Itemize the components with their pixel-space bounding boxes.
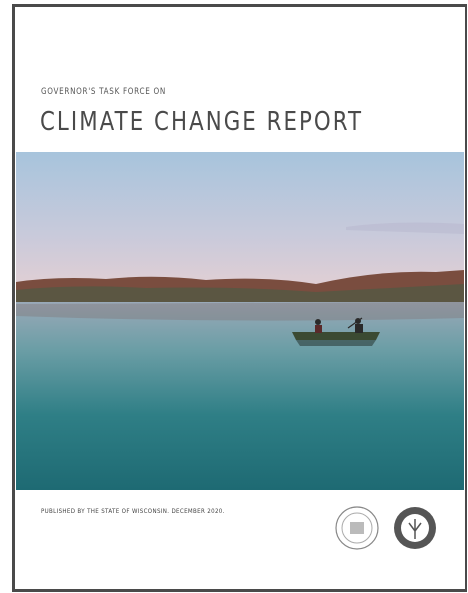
paddler bbox=[355, 324, 363, 333]
lake bbox=[16, 302, 464, 490]
report-cover: GOVERNOR'S TASK FORCE ON CLIMATE CHANGE … bbox=[12, 4, 467, 592]
state-seal-shield bbox=[350, 522, 364, 534]
seals bbox=[333, 501, 443, 553]
cover-title: CLIMATE CHANGE REPORT bbox=[40, 107, 363, 137]
cover-kicker: GOVERNOR'S TASK FORCE ON bbox=[41, 87, 166, 97]
canoe bbox=[292, 332, 380, 340]
paddler bbox=[315, 319, 321, 325]
canoe-reflection bbox=[296, 340, 376, 346]
paddler bbox=[315, 325, 322, 333]
page-root: GOVERNOR'S TASK FORCE ON CLIMATE CHANGE … bbox=[0, 0, 468, 593]
cover-photo bbox=[16, 152, 464, 490]
reflection bbox=[16, 302, 464, 321]
publisher-line: PUBLISHED BY THE STATE OF WISCONSIN. DEC… bbox=[41, 507, 225, 515]
sky bbox=[16, 152, 464, 292]
